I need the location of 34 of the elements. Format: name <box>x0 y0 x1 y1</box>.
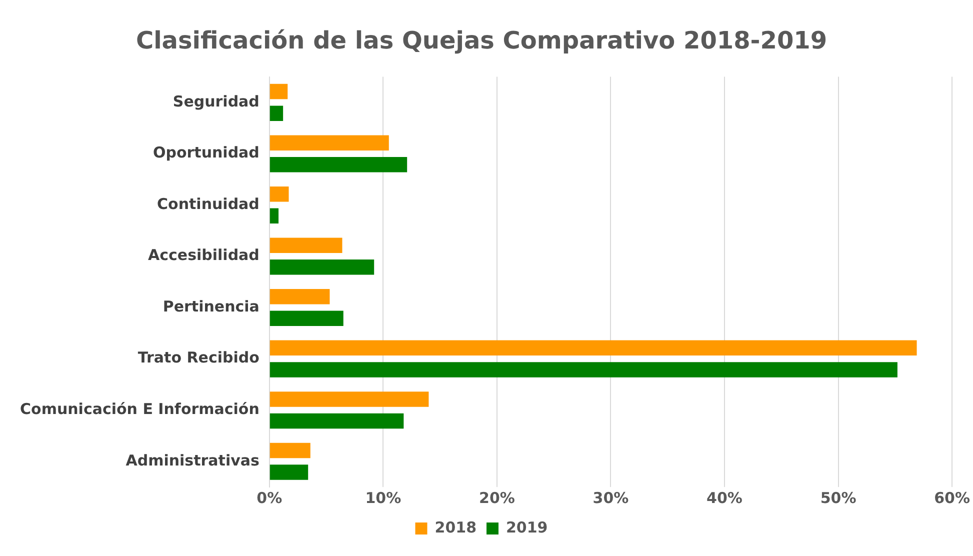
y-tick-label: Accesibilidad <box>148 246 260 264</box>
y-tick-label: Comunicación E Información <box>20 400 260 418</box>
bar <box>270 442 310 458</box>
bar <box>270 156 408 172</box>
bar <box>270 260 374 275</box>
bar <box>270 413 404 429</box>
bar <box>270 208 279 224</box>
legend-label: 2018 <box>434 518 476 536</box>
y-tick-label: Oportunidad <box>152 144 260 162</box>
y-tick-label: Trato Recibido <box>138 348 260 367</box>
x-tick-label: 30% <box>592 488 629 507</box>
bar <box>270 84 288 100</box>
chart-title: Clasificación de las Quejas Comparativo 2018-2019 <box>136 26 828 55</box>
bar <box>270 340 917 356</box>
y-tick-label: Administrativas <box>126 451 260 470</box>
bar <box>270 310 344 326</box>
x-tick-label: 50% <box>820 488 856 507</box>
y-tick-label: Seguridad <box>172 92 260 110</box>
x-tick-label: 0% <box>256 488 282 507</box>
bar <box>270 464 308 480</box>
bar <box>270 392 429 407</box>
bar <box>270 186 289 202</box>
legend-label: 2019 <box>506 518 548 536</box>
bar <box>270 289 330 304</box>
x-tick-label: 60% <box>934 488 970 507</box>
bar <box>270 135 389 150</box>
y-tick-label: Pertinencia <box>162 297 260 316</box>
bar <box>270 238 342 253</box>
bar <box>270 362 898 378</box>
y-tick-label: Continuidad <box>157 194 260 213</box>
x-tick-label: 10% <box>365 488 402 507</box>
bar <box>270 106 284 121</box>
x-tick-label: 40% <box>706 488 742 507</box>
x-tick-label: 20% <box>479 488 515 507</box>
